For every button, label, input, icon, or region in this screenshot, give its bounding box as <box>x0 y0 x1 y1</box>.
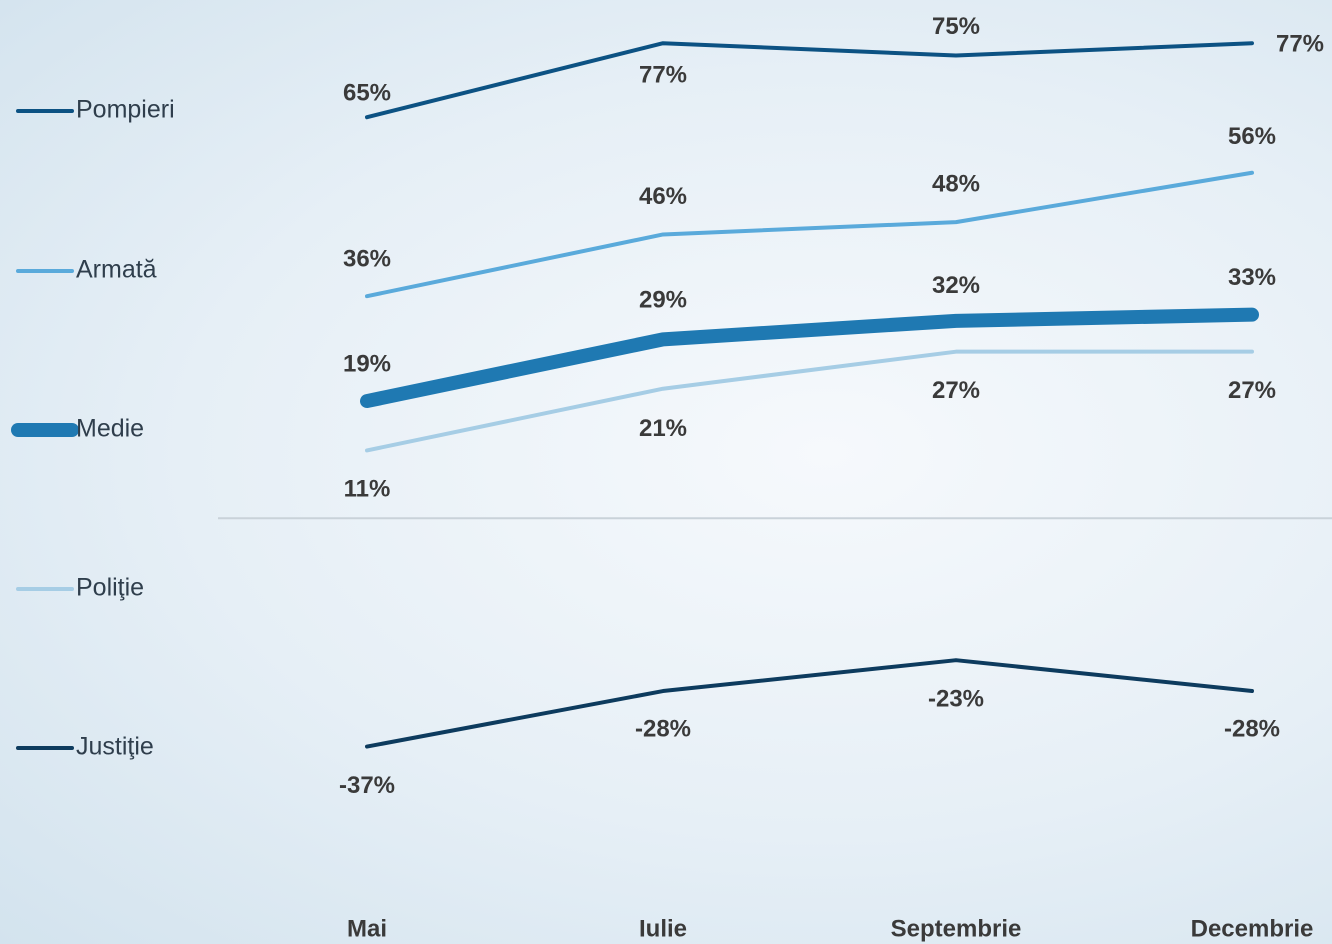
data-label: 65% <box>343 80 391 107</box>
x-tick-label: Decembrie <box>1191 915 1314 942</box>
data-label: 48% <box>932 170 980 197</box>
data-label: 11% <box>344 476 391 503</box>
series-line <box>365 41 1254 120</box>
legend-label: Medie <box>76 415 144 443</box>
data-label: 27% <box>932 377 980 404</box>
legend-label: Justiţie <box>76 733 154 761</box>
x-tick-label: Iulie <box>639 915 687 942</box>
data-label: 56% <box>1228 123 1276 150</box>
data-label: -28% <box>1224 715 1280 742</box>
data-label: 75% <box>932 13 980 40</box>
series-line <box>365 170 1254 299</box>
x-tick-label: Mai <box>347 915 387 942</box>
legend-label: Poliţie <box>76 574 144 602</box>
data-label: 29% <box>639 287 687 314</box>
data-label: 19% <box>343 350 391 377</box>
data-label: 33% <box>1228 264 1276 291</box>
data-label: 32% <box>932 272 980 299</box>
x-tick-label: Septembrie <box>891 915 1022 942</box>
series-line <box>365 349 1254 453</box>
data-label: -28% <box>635 715 691 742</box>
legend-label: Pompieri <box>76 96 175 124</box>
data-label: -23% <box>928 686 984 713</box>
data-label: 46% <box>639 183 687 210</box>
data-label: 36% <box>343 246 391 273</box>
data-label: 27% <box>1228 377 1276 404</box>
data-label: -37% <box>339 772 395 799</box>
data-label: 77% <box>1276 31 1324 58</box>
series-line <box>365 658 1254 749</box>
legend-label: Armată <box>76 256 157 284</box>
data-label: 77% <box>639 62 687 89</box>
series-line <box>360 307 1259 409</box>
data-label: 21% <box>639 415 687 442</box>
